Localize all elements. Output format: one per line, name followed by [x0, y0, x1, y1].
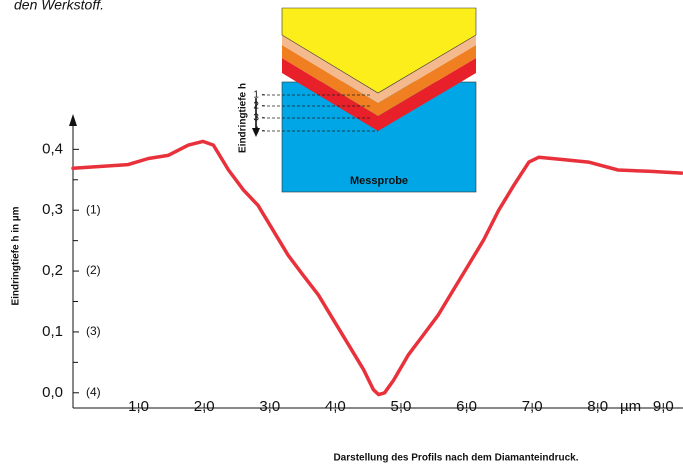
depth-marker: (3) — [86, 324, 101, 338]
x-tick-label: 4,0 — [325, 398, 346, 415]
depth-arrow-head — [252, 128, 260, 137]
depth-marker: (2) — [86, 263, 101, 277]
level-lines — [262, 94, 378, 132]
y-axis-label: Eindringtiefe h in µm — [11, 206, 22, 305]
depth-marker: (4) — [86, 385, 101, 399]
inset-axis-label: Eindringtiefe h — [238, 83, 249, 153]
x-unit: µm — [620, 398, 641, 415]
x-tick-label: 8,0 — [587, 398, 608, 415]
header-text: den Werkstoff. — [14, 0, 104, 13]
x-tick-label: 1,0 — [128, 398, 149, 415]
inset-diagram: Eindringtiefe h 1 - 2 - 3 - 4 - Messprob… — [238, 7, 477, 193]
y-axis-arrow — [69, 114, 77, 126]
y-tick-label: 0,1 — [42, 323, 63, 340]
x-tick-label: 7,0 — [522, 398, 543, 415]
x-tick-label: 9,0 — [653, 398, 674, 415]
depth-marker: (1) — [86, 202, 101, 216]
x-tick-label: 6,0 — [456, 398, 477, 415]
layer-orange — [282, 45, 476, 116]
level-label: 3 - — [253, 113, 265, 124]
layer-red — [282, 58, 476, 131]
y-tick-label: 0,3 — [42, 201, 63, 218]
level-label: 2 - — [253, 101, 265, 112]
level-label: 4 - — [253, 126, 265, 137]
x-tick-label: 2,0 — [194, 398, 215, 415]
y-tick-label: 0,4 — [42, 140, 63, 157]
layer-yellow — [281, 7, 477, 94]
sample-label: Messprobe — [350, 175, 408, 187]
x-tick-label: 5,0 — [391, 398, 412, 415]
y-tick-label: 0,0 — [42, 384, 63, 401]
x-tick-label: 3,0 — [259, 398, 280, 415]
y-tick-label: 0,2 — [42, 262, 63, 279]
profile-line — [71, 139, 683, 397]
x-axis-label: Darstellung des Profils nach dem Diamant… — [333, 453, 578, 464]
level-label: 1 - — [253, 90, 265, 101]
